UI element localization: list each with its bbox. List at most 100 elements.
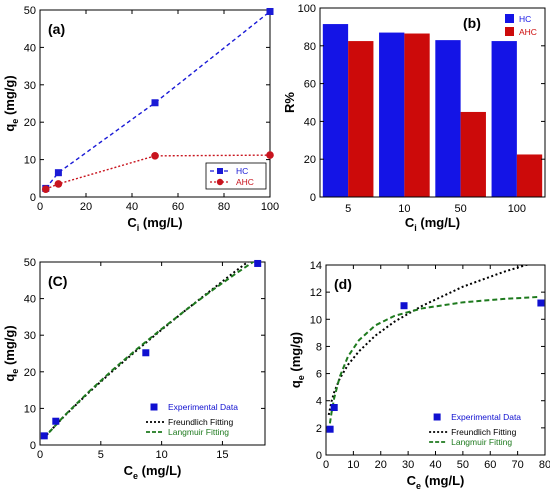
panel-b-bar-hc-5 — [322, 24, 349, 197]
panel-b-legend-swatch — [505, 14, 514, 23]
panel-b-category-label: 100 — [508, 203, 526, 215]
panel-a-label: (a) — [48, 21, 65, 37]
panel-a-xtick-label: 0 — [37, 201, 43, 213]
panel-C-xtick-label: 15 — [216, 449, 228, 461]
panel-C-xlabel: Ce (mg/L) — [124, 463, 182, 481]
panel-C-experimental-point — [254, 259, 262, 267]
panel-d-ytick-label: 10 — [310, 314, 322, 326]
panel-d-xtick-label: 0 — [323, 459, 329, 471]
panel-b-ytick-label: 100 — [298, 3, 316, 15]
panel-d-xtick-label: 40 — [429, 459, 441, 471]
panel-a-xlabel: Ci (mg/L) — [127, 215, 182, 233]
panel-b-ytick-label: 20 — [304, 154, 316, 166]
panel-a-legend-label: HC — [236, 166, 248, 176]
panel-b-bar-hc-50 — [435, 40, 461, 197]
panel-a-point-ahc — [54, 180, 63, 188]
panel-d-xtick-label: 60 — [484, 459, 496, 471]
panel-C-label: (C) — [48, 273, 67, 289]
panel-C-ytick-label: 50 — [24, 257, 36, 269]
panel-C-fit-langmuir — [42, 262, 255, 440]
panel-b-category-label: 50 — [455, 203, 467, 215]
panel-a-ytick-label: 50 — [24, 5, 36, 17]
panel-a-point-hc — [266, 7, 274, 15]
panel-a-frame — [39, 9, 271, 198]
panel-b-bar-hc-100 — [491, 41, 517, 198]
panel-C-xtick-label: 10 — [155, 449, 167, 461]
panel-b-bar-ahc-50 — [460, 111, 486, 197]
panel-C-ytick-label: 30 — [24, 330, 36, 342]
panel-a-xtick-label: 80 — [218, 201, 230, 213]
panel-b-ytick-label: 80 — [304, 41, 316, 53]
panel-d-legend-label: Experimental Data — [451, 412, 521, 422]
panel-d-xtick-label: 70 — [512, 459, 524, 471]
panel-a-xtick-label: 20 — [80, 201, 92, 213]
panel-a-ylabel: qe (mg/g) — [2, 75, 20, 131]
panel-d-xtick-label: 50 — [457, 459, 469, 471]
panel-C-experimental-point — [142, 349, 150, 357]
panel-a-ytick-label: 0 — [30, 192, 36, 204]
panel-d-experimental-point — [326, 425, 334, 433]
panel-b-legend-label: HC — [519, 14, 531, 24]
panel-b-category-label: 10 — [398, 203, 410, 215]
panel-b-bar-hc-10 — [379, 32, 405, 197]
panel-d-ytick-label: 0 — [316, 450, 322, 462]
panel-d-xtick-label: 20 — [375, 459, 387, 471]
panel-d-ytick-label: 14 — [310, 260, 322, 272]
panel-d-ytick-label: 12 — [310, 287, 322, 299]
panel-a-legend-marker — [217, 168, 223, 174]
panel-C: 0 5 10 15 0 10 20 30 40 50 Experimental Data Freund… — [2, 257, 266, 481]
panel-d-experimental-point — [330, 404, 338, 411]
panel-d-xtick-label: 30 — [402, 459, 414, 471]
panel-b-ytick-label: 0 — [310, 192, 316, 204]
panel-a-xtick-label: 40 — [126, 201, 138, 213]
panel-a-legend-label: AHC — [236, 177, 254, 187]
panel-a-point-ahc — [151, 152, 159, 160]
panel-C-legend-label: Freundlich Fitting — [168, 417, 233, 427]
panel-C-legend-label: Langmuir Fitting — [168, 427, 229, 437]
panel-a-point-ahc — [41, 185, 50, 193]
panel-C-experimental-point — [52, 417, 60, 425]
panel-C-ytick-label: 40 — [24, 294, 36, 306]
panel-b-category-label: 5 — [345, 203, 351, 215]
panel-d: 0 10 20 30 40 50 60 70 80 0 2 4 6 8 10 12 14 Experimental… — [288, 260, 550, 491]
panel-b-bar-ahc-10 — [404, 33, 430, 197]
panel-b-legend-swatch — [505, 27, 514, 36]
panel-a-ytick-label: 20 — [24, 117, 36, 129]
panel-b-legend-label: AHC — [519, 27, 537, 37]
panel-b-frame — [319, 7, 546, 198]
panel-d-ylabel: qe (mg/g) — [288, 332, 306, 388]
panel-d-xtick-label: 80 — [539, 459, 550, 471]
panel-b-ylabel: R% — [282, 92, 297, 113]
panel-C-ytick-label: 20 — [24, 367, 36, 379]
panel-b: 5 10 50 100 0 20 40 60 80 100 HC AHC (b) R% Ci (mg/L) — [282, 3, 546, 233]
panel-d-ytick-label: 4 — [316, 396, 322, 408]
panel-C-ytick-label: 10 — [24, 403, 36, 415]
panel-C-xtick-label: 5 — [98, 449, 104, 461]
panel-d-experimental-point — [537, 299, 545, 307]
panel-d-experimental-point — [400, 302, 408, 310]
panel-b-ytick-label: 60 — [304, 79, 316, 91]
panel-a-point-hc — [151, 99, 159, 107]
panel-d-label: (d) — [334, 276, 352, 292]
panel-a-point-ahc — [266, 151, 274, 159]
panel-C-frame — [39, 261, 266, 446]
panel-a-xtick-label: 60 — [172, 201, 184, 213]
panel-d-ytick-label: 6 — [316, 369, 322, 381]
panel-b-bar-ahc-5 — [348, 41, 374, 198]
panel-C-ytick-label: 0 — [30, 440, 36, 452]
panel-a-legend-marker — [216, 178, 224, 186]
panel-d-fit-freundlich — [327, 265, 530, 416]
panel-C-legend-marker — [150, 403, 158, 411]
panel-C-ylabel: qe (mg/g) — [2, 325, 20, 381]
panel-C-legend-label: Experimental Data — [168, 402, 238, 412]
panel-d-ytick-label: 2 — [316, 423, 322, 435]
panel-a-ytick-label: 30 — [24, 80, 36, 92]
panel-d-xtick-label: 10 — [347, 459, 359, 471]
panel-b-label: (b) — [463, 15, 481, 31]
panel-b-bar-ahc-100 — [516, 154, 543, 197]
panel-b-xlabel: Ci (mg/L) — [405, 215, 460, 233]
panel-a-point-hc — [54, 169, 62, 177]
panel-a-ytick-label: 40 — [24, 42, 36, 54]
